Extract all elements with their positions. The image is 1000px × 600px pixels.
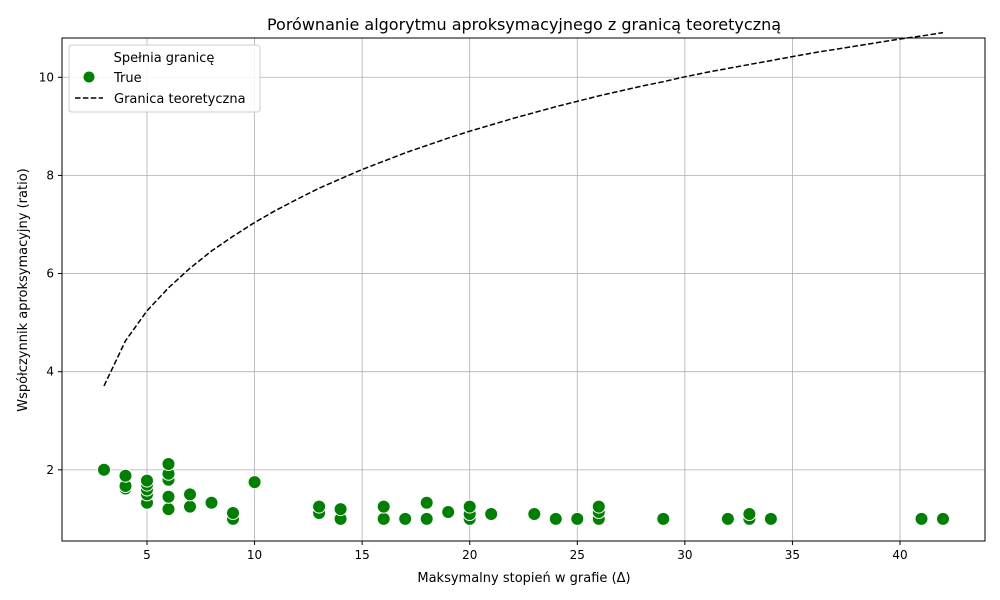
scatter-point xyxy=(742,507,757,521)
scatter-point xyxy=(161,489,176,504)
scatter-point xyxy=(570,511,585,526)
y-tick-label: 8 xyxy=(46,168,54,182)
scatter-point xyxy=(247,475,262,490)
scatter-point xyxy=(656,511,671,526)
y-tick-label: 6 xyxy=(46,267,54,281)
legend-box xyxy=(68,44,261,113)
scatter-point xyxy=(204,495,219,510)
legend-title: Spełnia granicę xyxy=(114,51,215,66)
scatter-point xyxy=(720,511,735,526)
scatter-point xyxy=(183,499,197,514)
plot-frame xyxy=(61,37,986,542)
data-points xyxy=(97,457,950,526)
x-axis-label: Maksymalny stopień w grafie (Δ) xyxy=(417,571,630,586)
legend-label-true: True xyxy=(113,71,142,86)
y-axis-label: Współczynnik aproksymacyjny (ratio) xyxy=(16,168,31,411)
scatter-point xyxy=(484,507,499,521)
scatter-point xyxy=(419,511,434,526)
scatter-point xyxy=(118,468,133,483)
x-tick-label: 20 xyxy=(462,548,477,562)
scatter-point xyxy=(226,506,240,520)
scatter-point xyxy=(161,457,176,471)
x-tick-label: 10 xyxy=(247,548,262,562)
axis-ticks: 5 10 15 20 25 30 35 40 2 4 6 8 10 xyxy=(39,70,908,562)
y-tick-label: 10 xyxy=(39,70,54,84)
x-tick-label: 15 xyxy=(354,548,369,562)
scatter-point xyxy=(419,495,434,510)
scatter-point xyxy=(441,505,456,519)
scatter-point xyxy=(398,511,413,526)
scatter-point xyxy=(333,502,348,517)
scatter-point xyxy=(312,499,327,514)
scatter-point xyxy=(161,502,176,517)
theoretical-bound-line xyxy=(103,31,944,387)
scatter-point xyxy=(97,462,111,477)
chart-title: Porównanie algorytmu aproksymacyjnego z … xyxy=(267,15,781,34)
grid-lines xyxy=(62,38,985,541)
x-tick-label: 35 xyxy=(785,548,800,562)
scatter-point xyxy=(376,499,391,514)
scatter-point xyxy=(914,511,929,526)
x-tick-label: 40 xyxy=(892,548,907,562)
scatter-point xyxy=(527,507,542,521)
scatter-point xyxy=(462,499,477,514)
scatter-point xyxy=(763,511,778,526)
legend-label-bound: Granica teoretyczna xyxy=(114,92,246,107)
x-tick-label: 25 xyxy=(570,548,585,562)
legend-marker-true xyxy=(82,70,96,84)
x-tick-label: 5 xyxy=(143,548,151,562)
y-tick-label: 2 xyxy=(46,463,54,477)
x-tick-label: 30 xyxy=(677,548,692,562)
scatter-point xyxy=(376,511,391,526)
scatter-point xyxy=(548,511,563,526)
theoretical-bound-path xyxy=(103,31,944,387)
scatter-point xyxy=(140,473,154,488)
scatter-point xyxy=(936,511,950,526)
y-tick-label: 4 xyxy=(46,365,54,379)
legend: Spełnia granicę True Granica teoretyczna xyxy=(68,44,261,113)
scatter-point xyxy=(183,487,197,502)
scatter-point xyxy=(591,499,606,514)
